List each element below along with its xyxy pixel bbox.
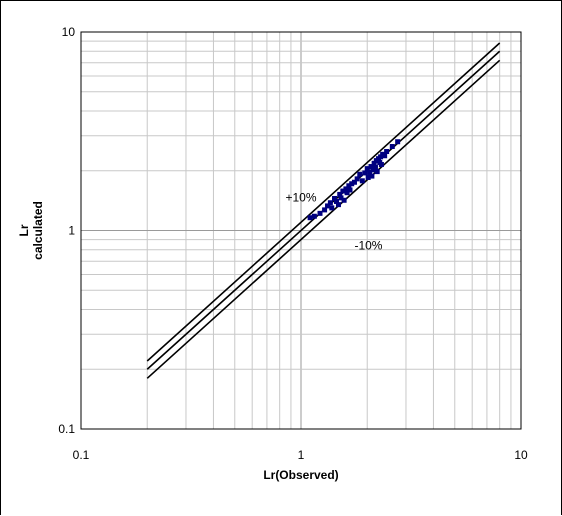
y-axis-title-line-1: Lr (17, 224, 31, 236)
data-point (378, 162, 384, 168)
annotation-label: -10% (354, 239, 382, 253)
data-point (389, 143, 395, 149)
data-point (382, 153, 388, 159)
data-point (357, 171, 363, 177)
annotations: +10% -10% (285, 190, 382, 252)
reference-line (146, 59, 501, 379)
y-tick-label: 0.1 (58, 422, 75, 436)
data-point (329, 205, 335, 211)
data-point (362, 170, 368, 176)
y-tick-label: 1 (68, 224, 75, 238)
data-point (384, 149, 390, 155)
data-point (368, 164, 374, 170)
data-point (374, 169, 380, 175)
data-point (334, 198, 340, 204)
reference-line (146, 42, 501, 362)
data-point (369, 173, 375, 179)
y-axis-title-line-2: calculated (31, 201, 45, 260)
x-tick-label: 1 (298, 448, 305, 462)
data-points (307, 139, 401, 221)
data-point (349, 181, 355, 187)
data-point (311, 213, 317, 219)
data-point (344, 190, 350, 196)
data-point (338, 195, 344, 201)
data-point (335, 202, 341, 208)
data-point (307, 215, 313, 221)
data-point (341, 197, 347, 203)
data-point (372, 164, 378, 170)
data-point (359, 178, 365, 184)
data-point (367, 169, 373, 175)
tick-labels: 0.1 1 10 0.1 1 10 (58, 25, 528, 462)
data-point (317, 210, 323, 216)
annotation-label: +10% (285, 190, 316, 204)
data-point (351, 179, 357, 185)
x-axis-title: Lr(Observed) (263, 468, 338, 482)
data-point (337, 191, 343, 197)
data-point (340, 188, 346, 194)
plot-area-border (80, 31, 522, 430)
y-tick-label: 10 (62, 25, 76, 39)
data-point (343, 186, 349, 192)
data-point (327, 200, 333, 206)
data-point (365, 174, 371, 180)
data-point (325, 203, 331, 209)
data-point (332, 195, 338, 201)
data-point (371, 160, 377, 166)
data-point (364, 166, 370, 172)
data-point (322, 207, 328, 213)
x-tick-label: 0.1 (73, 448, 90, 462)
x-tick-label: 10 (514, 448, 528, 462)
data-point (347, 187, 353, 193)
data-point (346, 183, 352, 189)
data-point (378, 154, 384, 160)
data-point (370, 167, 376, 173)
data-point (354, 176, 360, 182)
data-point (395, 139, 401, 145)
